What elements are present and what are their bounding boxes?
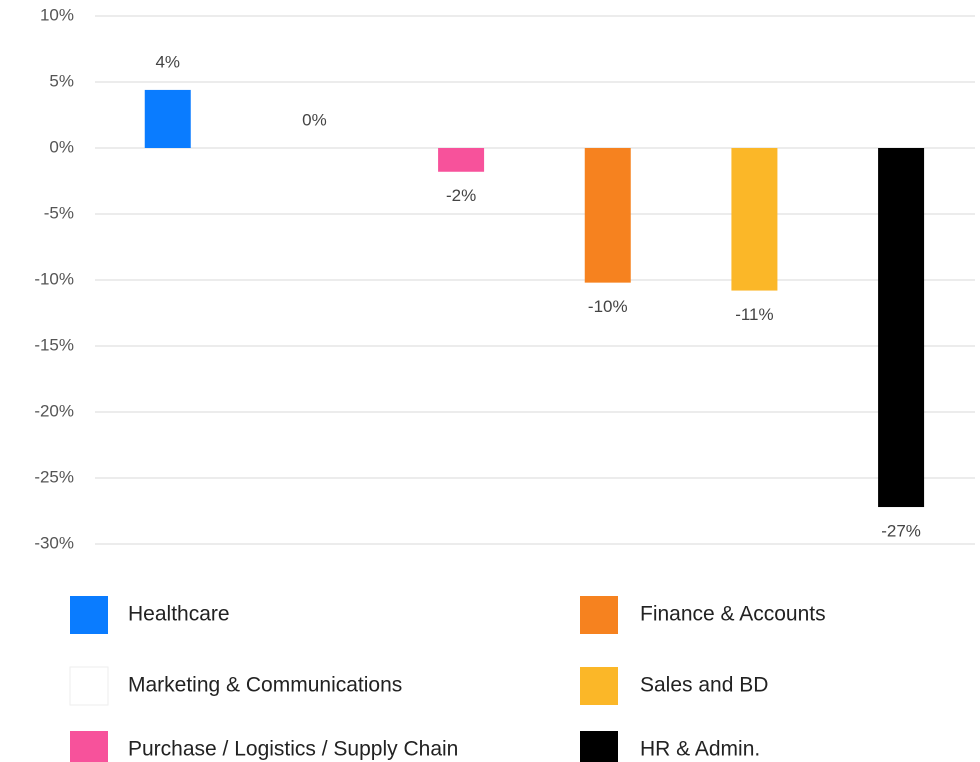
value-label: -2% <box>446 186 476 205</box>
legend-label: Purchase / Logistics / Supply Chain <box>128 738 458 761</box>
legend-swatch <box>580 731 618 762</box>
legend-swatch <box>580 596 618 634</box>
y-tick-label: 5% <box>49 71 74 90</box>
value-label: -10% <box>588 297 628 316</box>
y-tick-label: -30% <box>34 533 74 552</box>
y-tick-label: -5% <box>44 203 74 222</box>
y-tick-label: -10% <box>34 269 74 288</box>
legend-swatch <box>70 731 108 762</box>
y-tick-label: 0% <box>49 137 74 156</box>
legend-label: Finance & Accounts <box>640 603 826 626</box>
bar <box>144 89 191 148</box>
bar <box>731 148 778 291</box>
legend-label: Healthcare <box>128 603 230 626</box>
legend-swatch <box>580 667 618 705</box>
legend-label: Marketing & Communications <box>128 674 402 697</box>
legend-swatch <box>69 666 109 706</box>
y-tick-label: -25% <box>34 467 74 486</box>
y-tick-label: -15% <box>34 335 74 354</box>
value-label: -11% <box>735 305 773 324</box>
legend-swatch <box>70 596 108 634</box>
value-label: 4% <box>155 52 180 71</box>
bar <box>438 148 485 172</box>
legend-label: HR & Admin. <box>640 738 760 761</box>
y-tick-label: 10% <box>40 5 74 24</box>
value-label: -27% <box>881 522 921 541</box>
bar <box>878 148 925 508</box>
y-tick-label: -20% <box>34 401 74 420</box>
legend-label: Sales and BD <box>640 674 768 697</box>
value-label: 0% <box>302 110 327 129</box>
bar <box>584 148 631 283</box>
